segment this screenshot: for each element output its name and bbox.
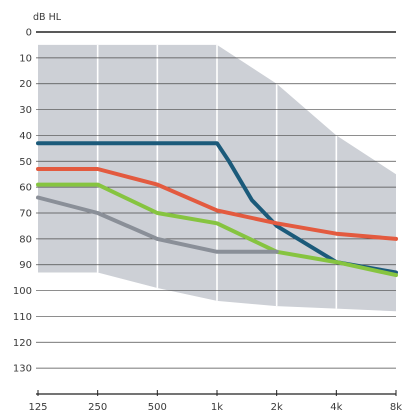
x-tick-label: 4k bbox=[330, 402, 342, 413]
x-tick-label: 2k bbox=[271, 402, 283, 413]
range-band-layer bbox=[38, 44, 396, 312]
y-tick-label: 120 bbox=[13, 338, 32, 349]
label-layer: dB HL 0 10 20 30 40 50 60 70 80 90 100 110 120 130 125… bbox=[13, 12, 402, 413]
y-tick-label: 80 bbox=[19, 234, 32, 245]
y-tick-label: 60 bbox=[19, 183, 32, 194]
y-tick-label: 20 bbox=[19, 79, 32, 90]
x-tick-label: 1k bbox=[211, 402, 223, 413]
x-tick-label: 500 bbox=[148, 402, 167, 413]
y-tick-label: 50 bbox=[19, 157, 32, 168]
y-axis-unit-label: dB HL bbox=[33, 12, 62, 23]
y-tick-label: 90 bbox=[19, 260, 32, 271]
series-line-2 bbox=[36, 167, 398, 241]
y-tick-label: 70 bbox=[19, 209, 32, 220]
x-tick-label: 8k bbox=[390, 402, 402, 413]
y-tick-label: 10 bbox=[19, 53, 32, 64]
y-tick-label: 130 bbox=[13, 364, 32, 375]
series-line-1 bbox=[36, 141, 398, 275]
y-tick-label: 40 bbox=[19, 131, 32, 142]
y-tick-label: 30 bbox=[19, 105, 32, 116]
x-tick-label: 250 bbox=[88, 402, 107, 413]
series-layer bbox=[36, 141, 398, 278]
y-tick-label: 0 bbox=[26, 28, 32, 39]
y-tick-label: 110 bbox=[13, 312, 32, 323]
series-line-4 bbox=[36, 195, 279, 254]
y-tick-label: 100 bbox=[13, 286, 32, 297]
x-tick-label: 125 bbox=[28, 402, 47, 413]
series-line-3 bbox=[36, 182, 398, 278]
